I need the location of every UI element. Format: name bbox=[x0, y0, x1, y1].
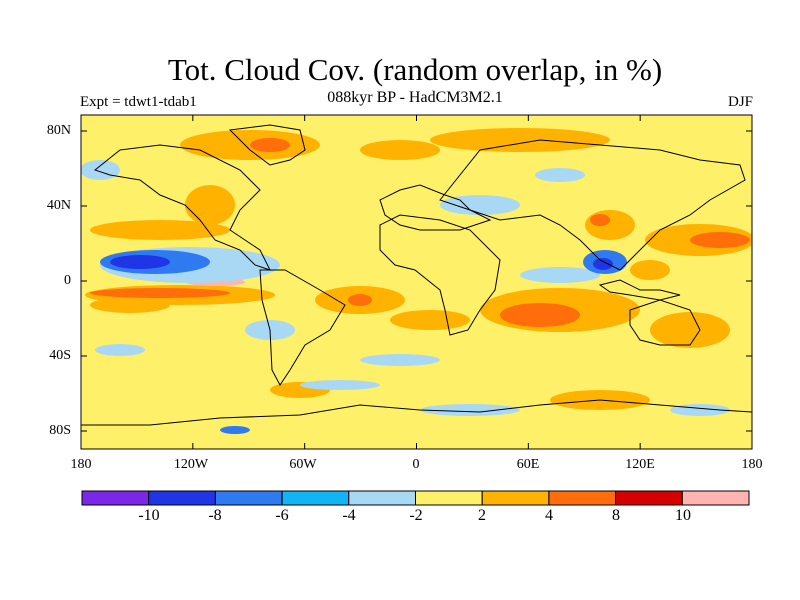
colorbar-label: -8 bbox=[208, 507, 222, 524]
strong-negative-regions bbox=[110, 255, 613, 270]
anomaly-field bbox=[81, 115, 752, 449]
colorbar-label: 4 bbox=[545, 507, 553, 524]
colorbar-swatch bbox=[681, 490, 750, 506]
coastlines bbox=[81, 124, 752, 426]
colorbar-swatch bbox=[281, 490, 350, 506]
x-tick-label: 180 bbox=[70, 457, 92, 472]
colorbar-swatch bbox=[214, 490, 283, 506]
colorbar-label: -10 bbox=[138, 507, 160, 524]
colorbar bbox=[81, 490, 750, 506]
x-tick-label: 0 bbox=[412, 457, 420, 472]
x-tick-label: 60W bbox=[289, 457, 317, 472]
colorbar-swatch bbox=[615, 490, 683, 506]
x-tick-label: 120E bbox=[625, 457, 655, 472]
y-tick-label: 40S bbox=[49, 348, 71, 363]
colorbar-label: -6 bbox=[275, 507, 289, 524]
colorbar-swatch bbox=[81, 490, 150, 506]
y-tick-label: 80S bbox=[49, 423, 71, 438]
colorbar-label: -2 bbox=[409, 507, 423, 524]
colorbar-swatch bbox=[548, 490, 617, 506]
colorbar-swatch bbox=[415, 490, 483, 506]
colorbar-label: 10 bbox=[675, 507, 691, 524]
colorbar-label: 8 bbox=[612, 507, 620, 524]
map-subtitle: 088kyr BP - HadCM3M2.1 bbox=[327, 89, 503, 106]
y-tick-label: 40N bbox=[46, 198, 71, 213]
y-tick-label: 80N bbox=[46, 123, 71, 138]
colorbar-label: 2 bbox=[478, 507, 486, 524]
x-tick-label: 120W bbox=[173, 457, 209, 472]
axis-ticks bbox=[80, 115, 753, 449]
x-tick-label: 180 bbox=[741, 457, 763, 472]
colorbar-swatch bbox=[148, 490, 216, 506]
strong-positive-regions bbox=[90, 138, 750, 327]
x-tick-label: 60E bbox=[516, 457, 540, 472]
season-label: DJF bbox=[727, 94, 753, 110]
colorbar-label: -4 bbox=[342, 507, 356, 524]
colorbar-swatch bbox=[481, 490, 550, 506]
colorbar-swatch bbox=[348, 490, 416, 506]
y-tick-label: 0 bbox=[64, 273, 71, 288]
experiment-label: Expt = tdwt1-tdab1 bbox=[80, 94, 197, 110]
map-title: Tot. Cloud Cov. (random overlap, in %) bbox=[167, 52, 663, 87]
